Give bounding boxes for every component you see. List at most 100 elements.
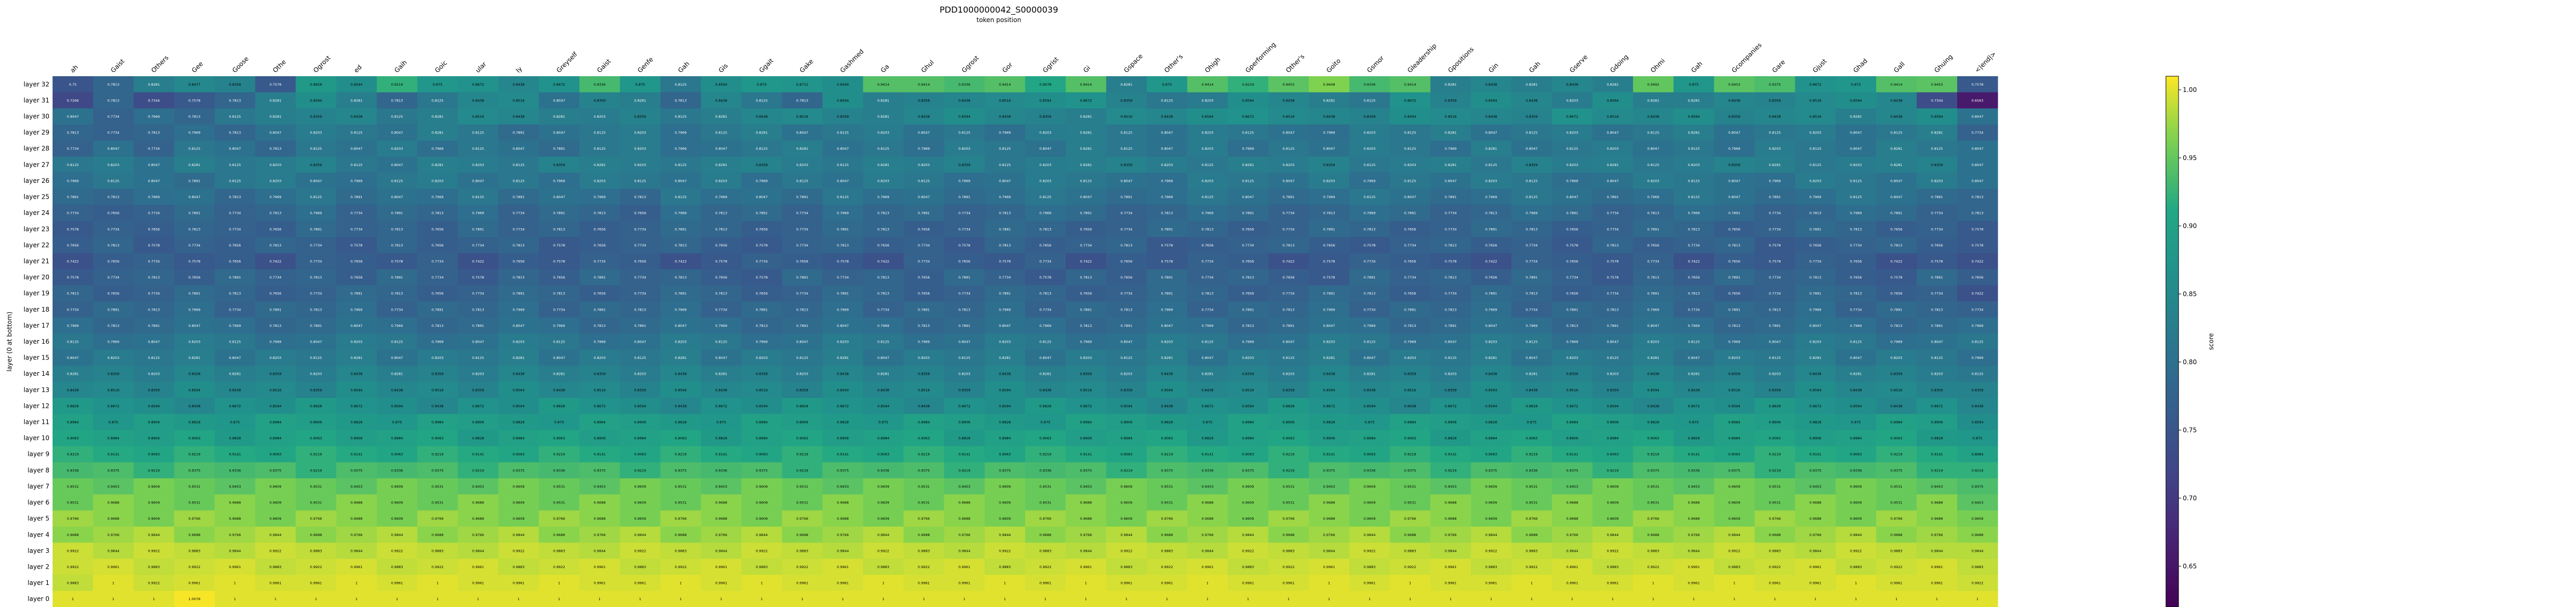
cell-value-label: 0.7656 (1323, 243, 1335, 248)
y-axis-label: layer (0 at bottom) (6, 312, 13, 372)
cell-value-label: 0.7734 (634, 275, 646, 280)
heatmap-cell (1754, 221, 1796, 238)
heatmap-cell (863, 157, 904, 173)
heatmap-cell (1389, 574, 1431, 591)
cell-value-label: 0.9766 (1810, 533, 1822, 537)
y-tick-label: layer 17 (24, 322, 49, 329)
heatmap-cell (255, 189, 296, 205)
heatmap-cell (903, 221, 945, 238)
cell-value-label: 0.9961 (1323, 565, 1335, 569)
heatmap-cell (134, 414, 175, 430)
heatmap-cell (620, 510, 661, 527)
cell-value-label: 0.9453 (715, 485, 728, 489)
heatmap-cell (174, 157, 215, 173)
cell-value-label: 0.8203 (1890, 356, 1903, 360)
heatmap-cell (1147, 542, 1188, 559)
cell-value-label: 0.7813 (1526, 227, 1538, 231)
cell-value-label: 0.9375 (837, 468, 849, 472)
cell-value-label: 0.8828 (553, 404, 565, 408)
x-tick-label: Gah (1528, 60, 1542, 74)
cell-value-label: 0.7578 (67, 227, 79, 231)
cell-value-label: 0.8047 (1242, 195, 1254, 199)
cell-value-label: 0.8828 (1931, 436, 1943, 440)
cell-value-label: 0.7969 (1039, 324, 1051, 328)
cell-value-label: 0.7813 (877, 227, 890, 231)
cell-value-label: 0.9609 (148, 501, 160, 505)
cell-value-label: 0.9375 (188, 468, 200, 472)
cell-value-label: 0.8203 (715, 179, 728, 183)
heatmap-cell (1714, 221, 1755, 238)
cell-value-label: 0.7969 (594, 340, 606, 344)
heatmap-cell (214, 237, 255, 254)
cell-value-label: 0.8125 (1890, 131, 1903, 135)
cell-value-label: 0.9531 (553, 501, 565, 505)
heatmap-cell (376, 108, 418, 125)
cell-value-label: 0.7969 (1526, 211, 1538, 215)
cell-value-label: 0.8047 (553, 356, 565, 360)
cell-value-label: 0.9844 (1364, 533, 1376, 537)
heatmap-cell (1916, 462, 1958, 479)
heatmap-cell (1592, 398, 1633, 415)
y-tick-label: layer 14 (24, 370, 49, 377)
heatmap-cell (1876, 237, 1917, 254)
heatmap-cell (134, 430, 175, 447)
cell-value-label: 0.9375 (351, 468, 363, 472)
heatmap-cell (822, 414, 864, 430)
cell-value-label: 0.9375 (1566, 468, 1578, 472)
cell-value-label: 0.9609 (270, 485, 282, 489)
cell-value-label: 0.8828 (1445, 436, 1457, 440)
heatmap-cell (1470, 140, 1512, 157)
cell-value-label: 0.7813 (715, 227, 728, 231)
cell-value-label: 0.8125 (594, 147, 606, 151)
heatmap-cell (1795, 478, 1836, 495)
cell-value-label: 0.7734 (1283, 292, 1295, 296)
heatmap-cell (1349, 301, 1391, 318)
heatmap-cell (1430, 559, 1471, 575)
cell-value-label: 0.8594 (958, 115, 970, 119)
heatmap-cell (1876, 414, 1917, 430)
x-tick-label: Others (150, 54, 170, 74)
chart-title: PDD1000000042_S0000039 (939, 5, 1058, 15)
heatmap-cell (1592, 446, 1633, 463)
cell-value-label: 0.8438 (351, 372, 363, 376)
cell-value-label: 1 (1652, 581, 1654, 585)
heatmap-cell (863, 398, 904, 415)
heatmap-cell (1957, 591, 1998, 607)
cell-value-label: 0.9961 (391, 581, 403, 585)
heatmap-cell (1470, 108, 1512, 125)
heatmap-cell (741, 237, 782, 254)
cell-value-label: 0.7813 (1202, 292, 1214, 296)
heatmap-cell (539, 574, 580, 591)
cell-value-label: 0.8828 (1485, 420, 1497, 425)
cell-value-label: 0.7969 (553, 324, 565, 328)
cell-value-label: 0.7578 (1769, 243, 1781, 248)
cell-value-label: 0.9063 (796, 436, 809, 440)
cell-value-label: 0.9063 (1161, 436, 1173, 440)
cell-value-label: 0.9922 (1647, 565, 1659, 569)
heatmap-cell (1470, 317, 1512, 334)
heatmap-cell (457, 92, 499, 109)
heatmap-cell (984, 542, 1026, 559)
cell-value-label: 0.9688 (351, 501, 363, 505)
cell-value-label: 0.8203 (594, 179, 606, 183)
cell-value-label: 0.8594 (1323, 388, 1335, 392)
heatmap-cell (1025, 382, 1066, 398)
cell-value-label: 0.7734 (715, 307, 728, 312)
cell-value-label: 0.8125 (107, 179, 119, 183)
heatmap-cell (620, 140, 661, 157)
heatmap-cell (1268, 333, 1310, 350)
heatmap-cell (1147, 494, 1188, 511)
heatmap-cell (174, 559, 215, 575)
heatmap-cell (1309, 542, 1350, 559)
heatmap-cell (1430, 140, 1471, 157)
cell-value-label: 0.7969 (715, 324, 728, 328)
y-tick-label: layer 28 (24, 145, 49, 152)
cell-value-label: 0.7734 (1526, 259, 1538, 263)
cell-value-label: 0.7656 (432, 243, 444, 248)
heatmap-cell (417, 478, 458, 495)
cell-value-label: 0.8047 (148, 163, 160, 167)
heatmap-cell (1714, 574, 1755, 591)
heatmap-cell (539, 382, 580, 398)
heatmap-cell (1470, 510, 1512, 527)
